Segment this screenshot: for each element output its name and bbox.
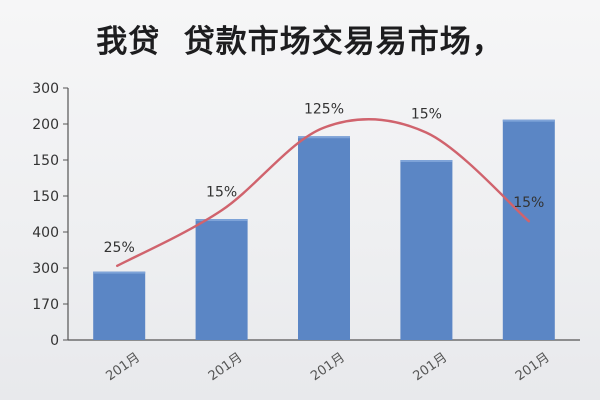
y-tick-label: 300 bbox=[32, 81, 59, 97]
bar-highlight bbox=[502, 119, 555, 122]
data-label: 15% bbox=[513, 195, 544, 211]
y-tick-label: 150 bbox=[32, 189, 59, 205]
bar bbox=[195, 219, 248, 340]
y-tick-label: 200 bbox=[32, 117, 59, 133]
bar bbox=[298, 136, 350, 340]
x-tick-label: 201月 bbox=[103, 350, 143, 384]
bar-highlight bbox=[93, 271, 146, 274]
y-tick-label: 0 bbox=[50, 333, 59, 349]
y-tick-label: 300 bbox=[32, 261, 59, 277]
data-label: 15% bbox=[206, 184, 237, 200]
x-tick-label: 201月 bbox=[513, 350, 553, 384]
y-tick-label: 150 bbox=[32, 153, 59, 169]
bar bbox=[400, 160, 453, 340]
data-label: 25% bbox=[104, 240, 135, 256]
y-tick-label: 400 bbox=[32, 225, 59, 241]
chart-title: 我贷 贷款市场交易易市场， bbox=[96, 24, 504, 60]
trend-line bbox=[116, 118, 530, 268]
x-tick-label: 201月 bbox=[308, 350, 348, 384]
x-tick-label: 201月 bbox=[206, 350, 246, 384]
x-tick-label: 201月 bbox=[411, 350, 451, 384]
bar-highlight bbox=[195, 219, 248, 222]
y-tick-label: 170 bbox=[32, 297, 59, 313]
bar-highlight bbox=[298, 136, 350, 139]
data-label: 15% bbox=[411, 107, 442, 123]
bar-highlight bbox=[400, 160, 453, 162]
data-label: 125% bbox=[304, 102, 344, 118]
bar bbox=[502, 119, 555, 341]
bar bbox=[93, 271, 146, 340]
